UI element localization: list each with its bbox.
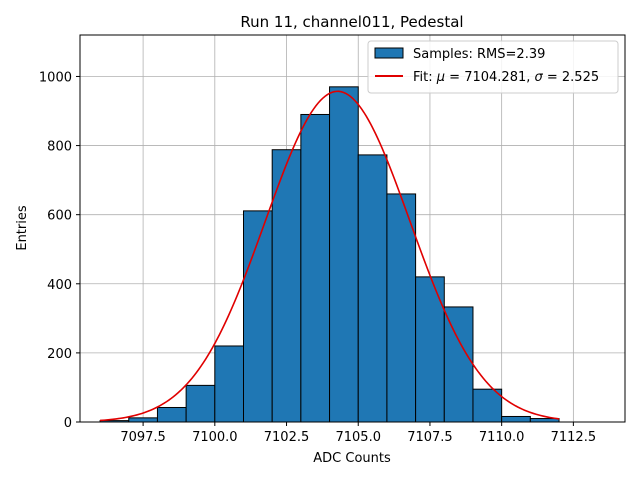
- y-tick-label: 800: [47, 140, 72, 155]
- legend-fit-mu-value: = 7104.281,: [445, 70, 534, 85]
- fit-curve: [100, 90, 560, 422]
- histogram-bar: [128, 417, 158, 423]
- x-tick-label: 7102.5: [264, 430, 310, 445]
- x-tick-label: 7112.5: [551, 430, 597, 445]
- legend: Samples: RMS=2.39 Fit: μ = 7104.281, σ =…: [367, 40, 619, 94]
- x-tick-label: 7100.0: [192, 430, 238, 445]
- x-tick-label: 7105.0: [335, 430, 381, 445]
- histogram-bar: [357, 154, 388, 423]
- legend-box: [367, 40, 619, 94]
- legend-swatch-samples: [374, 47, 404, 59]
- legend-fit-sigma-value: = 2.525: [543, 70, 599, 85]
- x-axis-ticks: 7097.5 7100.0 7102.5 7105.0 7107.5 7110.0 7112…: [120, 422, 596, 445]
- y-axis-label: Entries: [15, 205, 30, 251]
- histogram-bar: [214, 345, 245, 423]
- histogram-bar: [185, 384, 216, 423]
- plot-frame: [79, 34, 626, 423]
- chart-title: Run 11, channel011, Pedestal: [240, 13, 463, 31]
- histogram-bar: [443, 306, 474, 423]
- legend-label-samples: Samples: RMS=2.39: [413, 47, 545, 62]
- histogram-bar: [300, 113, 331, 423]
- histogram-bars: [99, 86, 560, 423]
- histogram-bar: [329, 86, 359, 423]
- histogram-bar: [271, 149, 302, 423]
- y-tick-label: 1000: [39, 70, 72, 85]
- legend-fit-sigma-symbol: σ: [535, 70, 544, 85]
- histogram-bar: [386, 193, 417, 423]
- legend-label-fit: Fit: μ = 7104.281, σ = 2.525: [413, 70, 599, 85]
- y-axis-ticks: 0 200 400 600 800 1000: [39, 70, 80, 431]
- x-tick-label: 7107.5: [407, 430, 453, 445]
- legend-fit-prefix: Fit:: [413, 70, 437, 85]
- y-tick-label: 400: [47, 278, 72, 293]
- y-tick-label: 0: [64, 416, 72, 431]
- x-axis-label: ADC Counts: [313, 451, 391, 466]
- fit-curve-group: [100, 90, 560, 422]
- legend-fit-mu-symbol: μ: [436, 70, 445, 85]
- histogram-bar: [501, 415, 531, 423]
- x-tick-label: 7110.0: [479, 430, 525, 445]
- y-tick-label: 200: [47, 347, 72, 362]
- y-tick-label: 600: [47, 209, 72, 224]
- x-tick-label: 7097.5: [120, 430, 166, 445]
- histogram-bar: [472, 388, 503, 423]
- histogram-bar: [156, 406, 187, 423]
